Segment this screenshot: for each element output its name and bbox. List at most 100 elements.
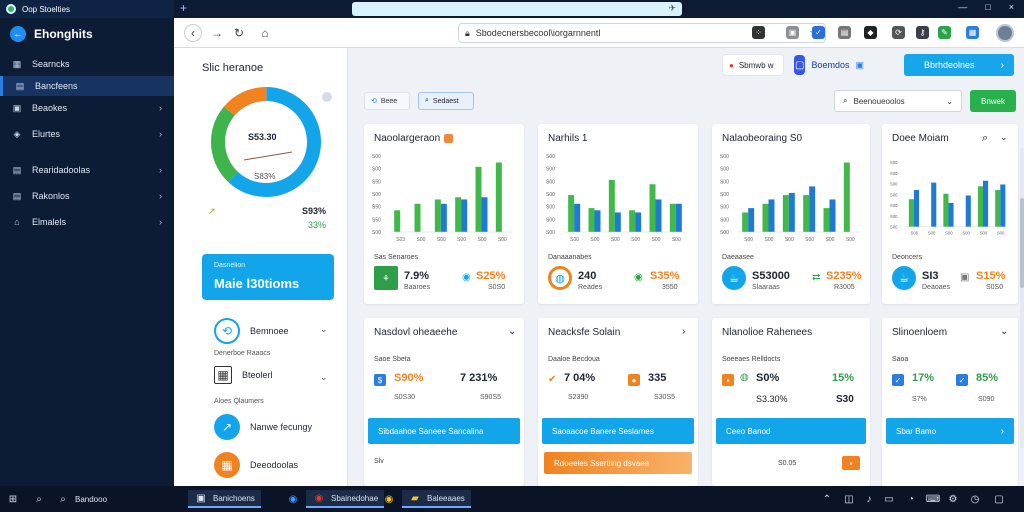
bar[interactable] xyxy=(943,193,949,227)
bar[interactable] xyxy=(455,197,462,232)
browser-tab[interactable]: Oop Stoelties xyxy=(0,0,174,18)
bar[interactable] xyxy=(788,192,795,232)
scrollbar-thumb[interactable] xyxy=(1020,198,1024,288)
chevron-down-icon[interactable]: ⌄ xyxy=(320,372,328,382)
tray-clock[interactable]: ◷ xyxy=(968,490,982,508)
panel-item-4[interactable]: ▦ Deeodoolas xyxy=(214,452,298,478)
pin-icon[interactable]: ✈ xyxy=(668,3,676,13)
bar[interactable] xyxy=(843,162,850,232)
bar[interactable] xyxy=(803,195,810,232)
panel-item-2[interactable]: ▦ Bteolerl xyxy=(214,366,273,384)
bar[interactable] xyxy=(983,180,989,227)
bar[interactable] xyxy=(594,210,601,232)
bar[interactable] xyxy=(762,203,769,232)
bar[interactable] xyxy=(588,208,595,232)
chevron-down-icon[interactable]: ⌄ xyxy=(1000,132,1008,142)
bar[interactable] xyxy=(931,182,937,227)
search-select[interactable]: ⌕ Beenoueoolos ⌄ xyxy=(834,90,962,112)
tray-network[interactable]: ◫ xyxy=(842,490,856,508)
extension-sync-icon[interactable]: ⟳ xyxy=(892,26,905,39)
sidebar-item-5[interactable]: ▤ Rearidadoolas › xyxy=(0,160,174,180)
bar[interactable] xyxy=(829,199,836,232)
chevron-down-icon[interactable]: ⌄ xyxy=(320,324,328,334)
panel-item-3[interactable]: ↗ Nanwe fecungy xyxy=(214,414,312,440)
bar[interactable] xyxy=(649,184,656,232)
metric-action-button[interactable]: Saoaacoe Banere Seslarnes xyxy=(542,418,694,444)
bar[interactable] xyxy=(574,203,581,232)
bar[interactable] xyxy=(977,186,983,227)
tray-settings[interactable]: ⚙ xyxy=(946,490,960,508)
secondary-action-button[interactable]: Rdoeeles Ssertling dsvaee xyxy=(544,452,692,474)
bar[interactable] xyxy=(414,203,421,232)
primary-action-button[interactable]: Bbrhdeolnes › xyxy=(904,54,1014,76)
sidebar-item-7[interactable]: ⌂ Elmalels › xyxy=(0,212,174,232)
metric-action-button[interactable]: Sbar Bamo › xyxy=(886,418,1014,444)
scrollbar-track[interactable] xyxy=(1020,148,1024,448)
forward-icon[interactable]: → xyxy=(211,26,223,40)
sidebar-item-6[interactable]: ▤ Rakonlos › xyxy=(0,186,174,206)
bar[interactable] xyxy=(965,195,971,227)
metric-action-button[interactable]: Sibdaahoe Saneee Sancalina xyxy=(368,418,520,444)
extension-page-icon[interactable]: ▤ xyxy=(838,26,851,39)
chevron-right-icon[interactable]: › xyxy=(682,326,686,337)
filter-chip-1[interactable]: ⟲ Beee xyxy=(364,92,410,110)
taskbar-search-button[interactable]: ⌕ xyxy=(32,490,46,508)
bar[interactable] xyxy=(948,202,954,227)
tray-battery[interactable]: ▭ xyxy=(882,490,896,508)
extension-lock-icon[interactable]: ⚷ xyxy=(916,26,929,39)
bar[interactable] xyxy=(394,210,401,232)
panel-item-1[interactable]: ⟲ Bemnoee xyxy=(214,318,289,344)
extension-puzzle-icon[interactable]: ⁘ xyxy=(752,26,765,39)
extension-check-icon[interactable]: ✓ xyxy=(812,26,825,39)
bar[interactable] xyxy=(908,199,914,227)
bar[interactable] xyxy=(481,197,488,232)
extension-box-icon[interactable]: ▣ xyxy=(786,26,799,39)
back-icon[interactable]: ‹ xyxy=(184,24,202,42)
bar[interactable] xyxy=(748,208,755,232)
tray-up[interactable]: ⌃ xyxy=(820,490,834,508)
bar[interactable] xyxy=(655,199,662,232)
bar[interactable] xyxy=(823,208,830,232)
profile-avatar[interactable] xyxy=(996,24,1014,42)
sidebar-item-3[interactable]: ▣ Beaokes › xyxy=(0,98,174,118)
new-tab-button[interactable]: + xyxy=(180,1,188,15)
extension-shield-icon[interactable]: ◆ xyxy=(864,26,877,39)
sidebar-item-2[interactable]: ▤ Bancfeens xyxy=(0,76,174,96)
taskbar-app-2[interactable]: ◉ Sbainedohae xyxy=(306,490,385,508)
taskbar-app-1[interactable]: ▣ Banichoens xyxy=(188,490,261,508)
cta-card[interactable]: Dasnelion Maie l30tioms xyxy=(202,254,334,300)
bar[interactable] xyxy=(635,212,642,232)
go-button[interactable]: Bnwek xyxy=(970,90,1016,112)
minimize-button[interactable]: — xyxy=(958,2,968,12)
bar[interactable] xyxy=(434,199,441,232)
bar[interactable] xyxy=(614,212,621,232)
bar[interactable] xyxy=(768,199,775,232)
address-bar[interactable]: 🔒︎ Sbodecnersbecool\iorgarnnentl ☆ xyxy=(458,23,826,43)
tray-wifi[interactable]: ◔ xyxy=(904,490,918,508)
taskbar-chrome[interactable]: ◉ xyxy=(382,490,396,508)
tray-notifications[interactable]: ▢ xyxy=(992,490,1006,508)
chevron-down-icon[interactable]: ⌄ xyxy=(1000,326,1009,337)
sidebar-item-1[interactable]: ▦ Searncks xyxy=(0,54,174,74)
extension-green-icon[interactable]: ✎ xyxy=(938,26,951,39)
bar[interactable] xyxy=(461,199,468,232)
bar[interactable] xyxy=(1000,184,1006,227)
bar[interactable] xyxy=(629,210,636,232)
devices-button[interactable]: ▢ Boemdos ▣ xyxy=(794,54,864,76)
bar[interactable] xyxy=(568,195,575,232)
bar[interactable] xyxy=(742,212,749,232)
notification-button[interactable]: ● Sbmwb w xyxy=(722,54,784,76)
metric-action-button[interactable]: Ceeo Banod xyxy=(716,418,866,444)
chevron-down-icon[interactable]: ⌄ xyxy=(508,326,517,337)
tray-volume[interactable]: ♪ xyxy=(862,490,876,508)
home-icon[interactable]: ⌂ xyxy=(261,26,269,40)
bar[interactable] xyxy=(608,179,615,232)
maximize-button[interactable]: □ xyxy=(985,2,991,12)
info-dot-icon[interactable] xyxy=(322,92,332,102)
bar[interactable] xyxy=(475,166,482,232)
taskbar-search-field[interactable]: ⌕ Bandooo xyxy=(56,490,107,508)
search-icon[interactable]: ⌕ xyxy=(982,132,989,144)
taskbar-app-3[interactable]: ▰ Baleeaaes xyxy=(402,490,471,508)
bar[interactable] xyxy=(913,189,920,227)
extension-grid-icon[interactable]: ▦ xyxy=(966,26,979,39)
